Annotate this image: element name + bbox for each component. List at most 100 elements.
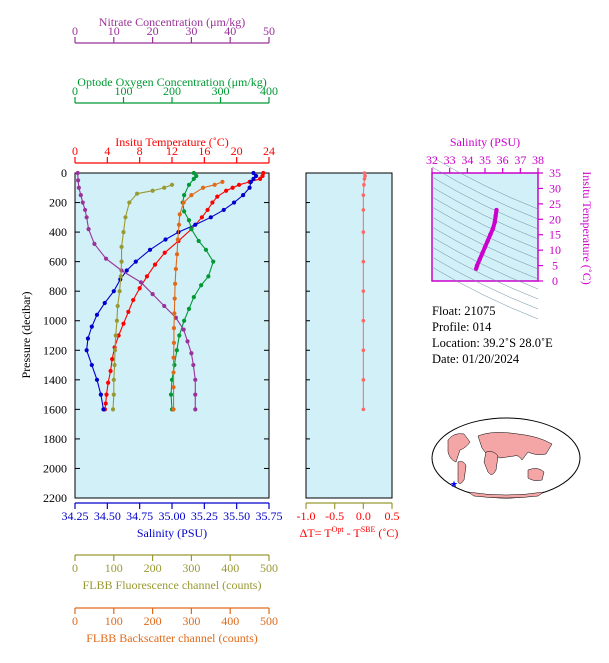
deltat-point	[361, 259, 366, 264]
temperature-point	[199, 215, 205, 220]
backscatter-point	[176, 222, 182, 227]
temperature-tick-label: 24	[263, 144, 275, 158]
ts-point	[477, 257, 482, 262]
temperature-tick-label: 4	[104, 144, 110, 158]
salinity-point	[241, 193, 246, 198]
nitrate-point	[76, 178, 81, 183]
temperature-point	[215, 194, 220, 199]
oxygen-point	[199, 283, 204, 288]
delta-t-axis-title: ΔT= TOpt - TSBE (˚C)	[300, 525, 399, 540]
oxygen-axis-title: Optode Oxygen Concentration (μm/kg)	[77, 75, 266, 89]
pressure-tick-label: 1600	[43, 402, 67, 416]
salinity-point	[253, 173, 259, 179]
temperature-axis-title: Insitu Temperature (˚C)	[115, 135, 229, 149]
fluorescence-point	[112, 362, 117, 368]
ts-temperature-tick-label: 30	[549, 181, 561, 195]
map-land-australia	[527, 468, 545, 481]
backscatter-point	[181, 200, 186, 205]
pressure-tick-label: 0	[61, 166, 67, 180]
delta-t-tick-label: -0.5	[325, 509, 344, 523]
deltat-point	[361, 407, 366, 412]
deltat-point	[361, 208, 366, 212]
temperature-point	[131, 297, 136, 303]
nitrate-point	[193, 392, 198, 397]
oxygen-tick-label: 200	[163, 84, 181, 98]
ts-density-contour	[431, 186, 539, 240]
nitrate-tick-label: 10	[108, 24, 120, 38]
temperature-point	[152, 262, 158, 267]
backscatter-tick-label: 500	[260, 614, 278, 628]
salinity-tick-label: 34.25	[62, 509, 89, 523]
float-id: Float: 21075	[432, 304, 496, 318]
salinity-point	[89, 324, 94, 329]
temperature-tick-label: 12	[166, 144, 178, 158]
pressure-tick-label: 200	[49, 196, 67, 210]
fluorescence-point	[110, 407, 116, 412]
ts-point	[474, 263, 480, 268]
ts-point	[488, 232, 493, 237]
oxygen-point	[177, 333, 182, 338]
fluorescence-point	[169, 182, 175, 187]
backscatter-point	[171, 355, 176, 360]
salinity-tick-label: 35.50	[223, 509, 250, 523]
ts-density-contour	[431, 236, 539, 290]
fluorescence-point	[113, 333, 118, 338]
backscatter-tick-label: 0	[72, 614, 78, 628]
oxygen-tick-label: 0	[72, 84, 78, 98]
salinity-point	[124, 268, 129, 273]
backscatter-axis-title: FLBB Backscatter channel (counts)	[86, 631, 258, 645]
backscatter-point	[174, 252, 180, 257]
deltat-point	[361, 193, 366, 197]
ts-point	[494, 207, 499, 213]
ts-temperature-axis-title: Insitu Temperature (˚C)	[580, 171, 594, 285]
temperature-point	[205, 207, 210, 213]
ts-density-contour	[431, 246, 539, 300]
ts-density-contour	[431, 166, 539, 220]
temperature-tick-label: 0	[72, 144, 78, 158]
fluorescence-tick-label: 500	[260, 561, 278, 575]
oxygen-point	[191, 170, 196, 176]
temperature-tick-label: 8	[137, 144, 143, 158]
backscatter-point	[189, 193, 194, 198]
ts-temperature-tick-label: 35	[549, 166, 561, 180]
salinity-point	[84, 348, 89, 353]
world-map: ★	[431, 417, 581, 499]
deltat-point	[361, 348, 366, 353]
ts-temperature-tick-label: 5	[552, 259, 558, 273]
nitrate-point	[173, 315, 178, 320]
pressure-axis-title: Pressure (decibar)	[19, 292, 33, 379]
backscatter-point	[200, 185, 206, 190]
temperature-point	[224, 188, 229, 193]
temperature-series-line	[104, 172, 264, 410]
profile-number: Profile: 014	[432, 320, 492, 334]
temperature-point	[121, 321, 126, 326]
ts-temperature-tick-label: 0	[552, 274, 558, 288]
map-land-antarctica	[467, 491, 545, 499]
fluorescence-point	[115, 303, 120, 309]
oxygen-tick-label: 400	[260, 84, 278, 98]
ts-density-contour	[431, 206, 539, 260]
deltat-point	[362, 183, 366, 187]
backscatter-point	[175, 237, 180, 242]
salinity-point	[251, 176, 256, 182]
ts-density-contour	[431, 156, 539, 210]
salinity-point	[94, 377, 100, 382]
ts-density-contour	[431, 256, 539, 310]
pressure-tick-label: 1800	[43, 432, 67, 446]
deltat-point	[362, 171, 367, 175]
salinity-point	[247, 185, 252, 190]
ts-density-contour	[431, 176, 539, 230]
ts-temperature-tick-label: 10	[549, 243, 561, 257]
delta-t-tick-label: -1.0	[297, 509, 316, 523]
salinity-point	[248, 179, 253, 184]
nitrate-point	[103, 256, 109, 261]
nitrate-tick-label: 50	[263, 24, 275, 38]
oxygen-point	[186, 218, 192, 223]
nitrate-point	[185, 339, 190, 344]
nitrate-point	[150, 292, 155, 297]
nitrate-series-line	[77, 172, 196, 410]
oxygen-point	[182, 318, 187, 323]
pressure-tick-label: 1200	[43, 343, 67, 357]
nitrate-point	[76, 185, 81, 190]
